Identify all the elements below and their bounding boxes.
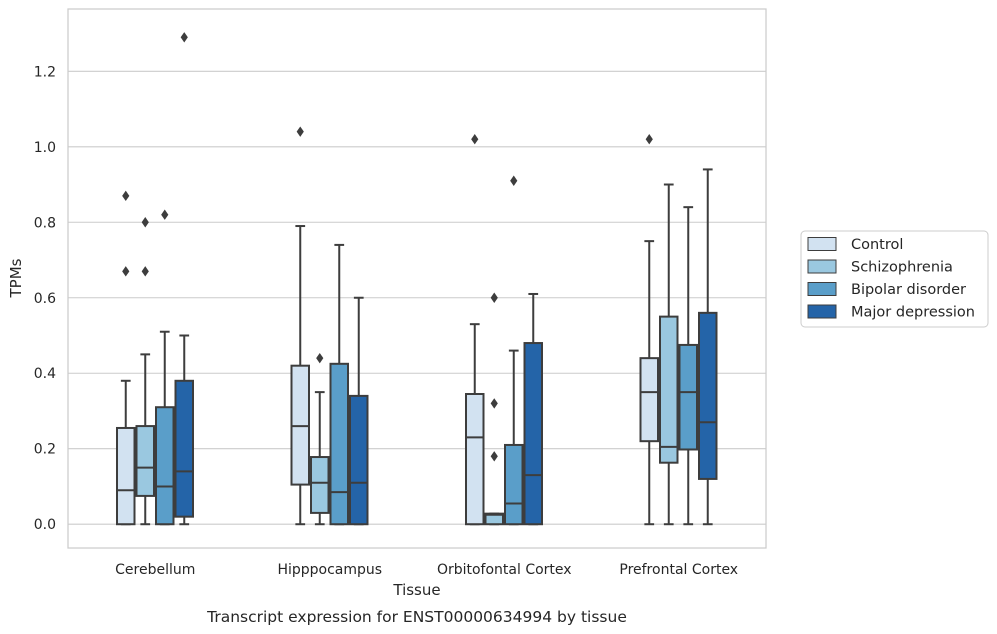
y-axis-label: TPMs [7,258,25,298]
box [135,217,155,526]
y-tick-label: 0.4 [34,366,56,382]
box-body [639,357,659,443]
outlier-point [645,134,653,145]
outlier-point [296,126,304,137]
x-tick-label: Prefrontal Cortex [619,562,738,578]
box [155,209,175,526]
box-body [135,425,155,497]
box-series [116,32,718,526]
box [116,190,136,526]
outlier-point [471,134,479,145]
legend-label: Bipolar disorder [851,282,966,298]
y-tick-label: 0.6 [34,291,56,307]
box-body [310,456,330,514]
y-tick-label: 0.8 [34,215,56,231]
box [659,183,679,526]
box [174,32,194,526]
box-body [659,315,679,464]
box-body [523,342,543,526]
series-major-depression [174,32,718,526]
outlier-point [490,292,498,303]
box-body [465,393,485,526]
series-control [116,126,659,526]
box [639,134,659,526]
y-tick-label: 0.2 [34,442,56,458]
chart-title: Transcript expression for ENST0000063499… [206,608,627,626]
legend-frame [800,230,989,328]
box [349,296,369,526]
box-body [504,443,524,526]
box [290,126,310,526]
box-body [698,311,718,480]
outlier-point [490,451,498,462]
box-body [329,362,349,526]
x-tick-labels: Cerebellum Hipppocampus Orbitofontal Corte… [115,562,738,578]
box [504,175,524,526]
box [698,168,718,526]
box [484,292,504,526]
series-schizophrenia [135,183,679,526]
box [465,134,485,526]
legend-label: Major depression [851,305,975,321]
outlier-point [122,266,130,277]
y-tick-label: 1.0 [34,140,56,156]
box-body [174,379,194,518]
outlier-point [161,209,169,220]
box [678,206,698,526]
legend-swatch [807,304,837,319]
x-tick-label: Cerebellum [115,562,195,578]
box-body [678,343,698,451]
x-tick-label: Orbitofontal Cortex [437,562,572,578]
outlier-point [316,352,324,364]
outlier-point [180,32,188,43]
legend-label: Schizophrenia [851,260,953,276]
outlier-point [141,266,149,277]
y-tick-labels: 0.0 0.2 0.4 0.6 0.8 1.0 1.2 [34,64,56,533]
box-body [484,512,504,526]
box [523,292,543,526]
legend-swatch [807,237,837,251]
outlier-point [510,175,518,186]
outlier-point [141,217,149,228]
plot-frame [67,8,767,549]
series-bipolar-disorder [155,175,698,526]
box-body [349,394,369,526]
outlier-point [122,190,130,202]
legend-label: Control [851,237,903,253]
box [329,243,349,526]
y-tick-label: 0.0 [34,517,56,533]
legend: Control Schizophrenia Bipolar disorder Majo… [800,230,989,328]
box-body [155,406,175,526]
box-body [116,426,136,526]
outlier-point [490,398,498,409]
x-axis-label: Tissue [392,581,440,599]
x-tick-label: Hipppocampus [277,562,382,578]
box [310,352,330,526]
y-tick-label: 1.2 [34,64,56,80]
legend-swatch [807,282,837,296]
legend-swatch [807,259,837,274]
